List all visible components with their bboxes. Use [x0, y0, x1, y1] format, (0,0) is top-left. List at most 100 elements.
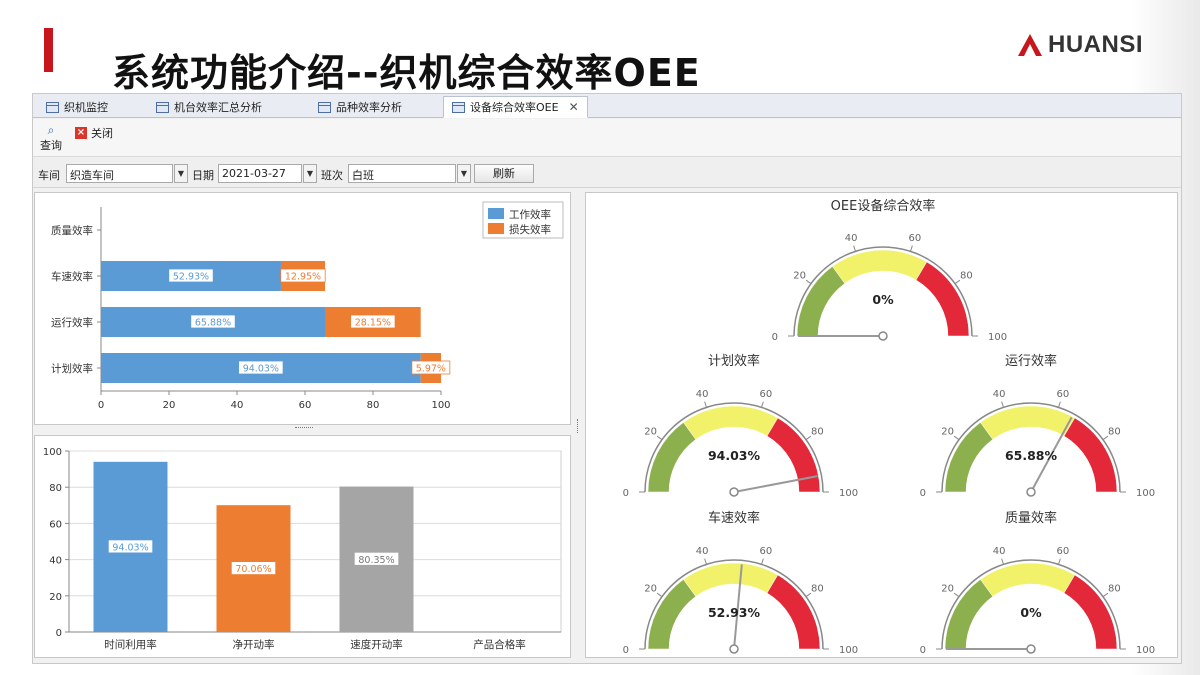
data-label: 70.06% [235, 564, 271, 575]
filter-bar: 车间 织造车间 ▼ 日期 2021-03-27 ▼ 班次 白班 ▼ 刷新 [33, 158, 1181, 188]
gauge-needle-hub [1026, 487, 1036, 497]
gauge-needle-hub [729, 644, 739, 654]
gauge-needle-hub [1026, 644, 1036, 654]
gauge-value: 52.93% [708, 605, 761, 620]
data-label: 94.03% [243, 364, 279, 375]
vertical-splitter-handle[interactable] [577, 419, 580, 433]
data-label: 94.03% [112, 542, 148, 553]
gauge-scale-label: 80 [1108, 583, 1121, 594]
tab-page-icon [318, 101, 331, 113]
y-category-label: 计划效率 [51, 362, 93, 375]
gauge-tick [761, 558, 764, 565]
gauge-scale-label: 100 [839, 488, 858, 499]
tab-label: 织机监控 [64, 101, 108, 114]
data-label: 52.93% [173, 272, 209, 283]
data-label-box [230, 561, 277, 575]
gauge-tick [805, 435, 812, 441]
tab-machine-efficiency-summary[interactable]: 机台效率汇总分析 [147, 96, 271, 118]
gauges-canvas: OEE设备综合效率 0 20 40 60 80 100 0% 计划效率 0 20 40 60 80 100 9… [623, 198, 1155, 656]
data-label-box [353, 551, 400, 566]
date-picker[interactable]: 2021-03-27 [218, 164, 302, 183]
gauge-4: 车速效率 0 20 40 60 80 100 52.93% [623, 510, 858, 656]
gauge-zone [1063, 417, 1118, 493]
date-dropdown-arrow-icon[interactable]: ▼ [303, 164, 317, 183]
data-label-box [190, 314, 236, 329]
gauge-scale-arc [644, 402, 824, 493]
gauge-tick [853, 245, 856, 252]
gauge-scale-label: 100 [988, 332, 1007, 343]
gauge-scale-label: 40 [696, 389, 709, 400]
gauge-3: 运行效率 0 20 40 60 80 100 65.88% [920, 353, 1155, 499]
tab-variety-efficiency[interactable]: 品种效率分析 [309, 96, 411, 118]
gauge-1: OEE设备综合效率 0 20 40 60 80 100 0% [772, 198, 1007, 343]
tab-label: 机台效率汇总分析 [174, 101, 262, 114]
gauge-title: 计划效率 [708, 353, 760, 369]
x-tick-label: 20 [163, 400, 176, 411]
gauge-title: 运行效率 [1005, 353, 1057, 369]
slide-title: 系统功能介绍--织机综合效率OEE [112, 51, 701, 95]
x-category-label: 产品合格率 [473, 638, 526, 651]
gauge-scale-label: 20 [941, 583, 954, 594]
gauge-scale-label: 40 [845, 233, 858, 244]
y-category-label: 质量效率 [51, 224, 93, 237]
y-tick-label: 60 [49, 519, 62, 530]
gauge-tick [1001, 558, 1004, 565]
data-label: 12.95% [285, 272, 321, 283]
gauge-scale-label: 60 [759, 389, 772, 400]
close-button[interactable]: × 关闭 [75, 125, 113, 141]
logo-text: HUANSI [1048, 31, 1144, 58]
gauge-title: 车速效率 [708, 510, 760, 526]
x-category-label: 速度开动率 [350, 638, 403, 651]
legend-swatch [488, 208, 504, 219]
tab-bar: 织机监控 机台效率汇总分析 品种效率分析 设备综合效率OEE ✕ [33, 94, 1181, 118]
workshop-dropdown-arrow-icon[interactable]: ▼ [174, 164, 188, 183]
gauge-scale-arc [941, 402, 1121, 493]
gauge-tick [953, 592, 960, 598]
huansi-logo: HUANSI [1018, 30, 1143, 60]
gauge-needle [733, 564, 743, 650]
gauge-zone [766, 574, 821, 650]
gauge-scale-label: 20 [941, 426, 954, 437]
x-tick-label: 100 [431, 400, 450, 411]
gauge-scale-label: 60 [1056, 546, 1069, 557]
y-tick-label: 80 [49, 483, 62, 494]
shift-select[interactable]: 白班 [348, 164, 456, 183]
data-label: 65.88% [195, 318, 231, 329]
gauge-scale-label: 0 [920, 645, 926, 656]
refresh-button[interactable]: 刷新 [474, 164, 534, 183]
y-tick-label: 40 [49, 556, 62, 567]
toolbar: ⌕ 查询 × 关闭 [33, 119, 1181, 157]
app-window: 织机监控 机台效率汇总分析 品种效率分析 设备综合效率OEE ✕ ⌕ 查询 × … [32, 93, 1182, 664]
x-tick-label: 0 [98, 400, 104, 411]
gauge-zone [915, 261, 970, 337]
horizontal-splitter-handle[interactable] [295, 427, 313, 430]
efficiency-breakdown-chart: 0 20 40 60 80 100 计划效率 94.03% 5.97% 运行效率 65.88% 28.… [51, 201, 564, 411]
gauge-tick [704, 558, 707, 565]
gauge-scale-label: 60 [908, 233, 921, 244]
gauge-scale-label: 20 [644, 426, 657, 437]
data-label: 80.35% [358, 555, 394, 566]
gauge-scale-label: 0 [623, 488, 629, 499]
workshop-label: 车间 [38, 169, 60, 182]
gauge-tick [953, 435, 960, 441]
rate-bar-chart: 0 20 40 60 80 100 时间利用率 94.03% 净开动率 70.06% 速度开动率 80… [43, 447, 562, 651]
gauge-scale-label: 100 [839, 645, 858, 656]
tab-loom-monitor[interactable]: 织机监控 [37, 96, 117, 118]
gauge-scale-label: 0 [772, 332, 778, 343]
tab-oee[interactable]: 设备综合效率OEE ✕ [443, 96, 588, 118]
x-tick-label: 40 [231, 400, 244, 411]
query-button[interactable]: ⌕ 查询 [37, 123, 65, 153]
y-tick-label: 20 [49, 592, 62, 603]
gauge-scale-label: 40 [993, 546, 1006, 557]
workshop-select[interactable]: 织造车间 [66, 164, 173, 183]
gauge-needle [733, 475, 818, 493]
gauge-5: 质量效率 0 20 40 60 80 100 0% [920, 510, 1155, 656]
gauge-value: 94.03% [708, 448, 761, 463]
tab-close-icon[interactable]: ✕ [568, 100, 579, 114]
x-tick-label: 80 [367, 400, 380, 411]
gauge-tick [910, 245, 913, 252]
gauge-tick [1102, 435, 1109, 441]
efficiency-breakdown-panel: 0 20 40 60 80 100 计划效率 94.03% 5.97% 运行效率 65.88% 28.… [34, 192, 571, 425]
gauge-scale-label: 20 [644, 583, 657, 594]
shift-dropdown-arrow-icon[interactable]: ▼ [457, 164, 471, 183]
